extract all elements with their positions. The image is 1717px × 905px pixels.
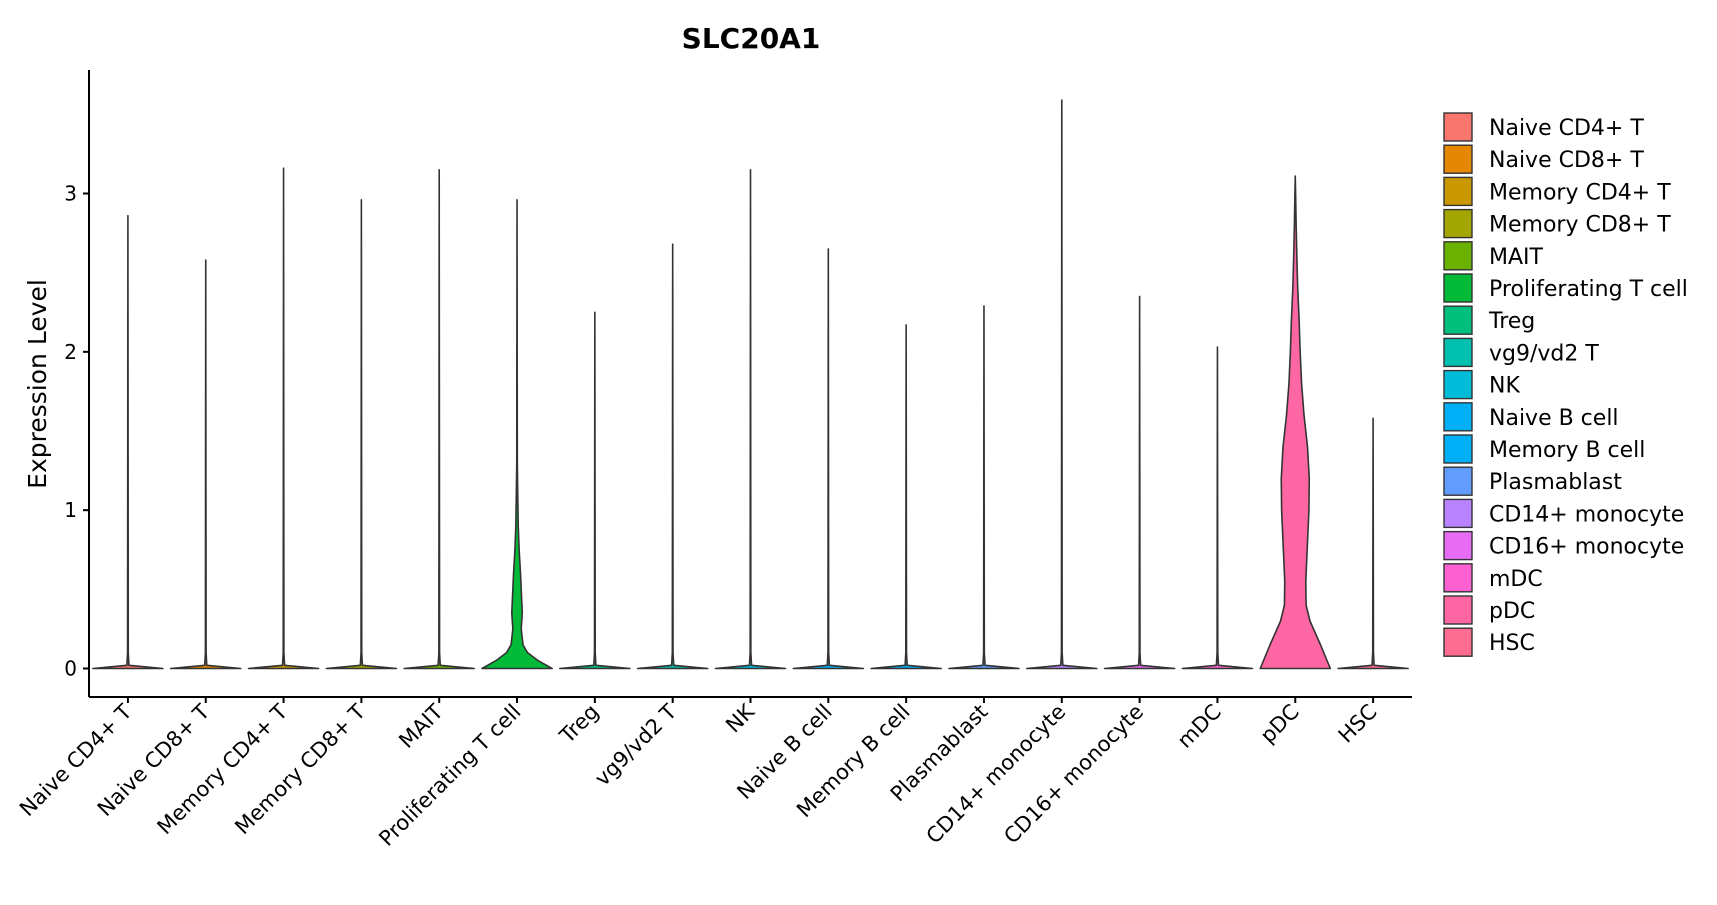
legend-key	[1443, 402, 1473, 432]
legend-label: MAIT	[1489, 245, 1544, 270]
y-tick-label: 3	[64, 182, 77, 206]
legend: Naive CD4+ T Naive CD8+ T Memory CD4+ T Mem…	[1443, 112, 1688, 657]
legend-label: HSC	[1489, 631, 1535, 656]
legend-key	[1443, 208, 1473, 239]
violin-12	[948, 305, 1020, 670]
violin-4	[325, 199, 398, 670]
violin-11	[870, 324, 942, 670]
x-tick-label: NK	[721, 699, 760, 738]
legend-key	[1443, 176, 1473, 207]
legend-label: Treg	[1488, 309, 1535, 334]
x-tick-label: CD16+ monocyte	[999, 700, 1148, 849]
legend-label: Memory CD4+ T	[1489, 180, 1671, 205]
violin-8	[636, 243, 709, 670]
violin-5	[403, 168, 476, 670]
x-tick-label: Proliferating T cell	[374, 700, 525, 851]
legend-key	[1443, 434, 1473, 464]
legend-label: Naive CD4+ T	[1489, 116, 1644, 141]
legend-label: CD16+ monocyte	[1489, 535, 1684, 560]
legend-key	[1443, 498, 1473, 529]
legend-label: Proliferating T cell	[1489, 277, 1688, 302]
legend-label: vg9/vd2 T	[1489, 341, 1599, 366]
legend-key	[1443, 305, 1473, 335]
violin-6	[481, 199, 553, 670]
legend-key	[1443, 241, 1473, 271]
legend-label: Naive CD8+ T	[1489, 148, 1644, 173]
violin-2	[169, 259, 242, 670]
legend-key	[1443, 530, 1473, 561]
x-tick-label: Memory CD8+ T	[230, 699, 370, 839]
violin-14	[1103, 295, 1176, 670]
legend-key	[1443, 369, 1473, 400]
legend-key	[1443, 466, 1473, 496]
legend-label: pDC	[1489, 599, 1535, 624]
violin-1	[92, 214, 164, 670]
violin-16	[1259, 175, 1332, 670]
violin-7	[559, 311, 631, 670]
violin-17	[1337, 417, 1409, 670]
violin-13	[1025, 99, 1098, 670]
violin-10	[792, 248, 865, 670]
legend-key	[1443, 337, 1473, 368]
legend-label: Plasmablast	[1489, 470, 1622, 495]
x-tick-label: Memory CD4+ T	[153, 699, 293, 839]
legend-key	[1443, 627, 1473, 657]
x-tick-label: pDC	[1256, 700, 1304, 748]
x-tick-label: vg9/vd2 T	[590, 699, 681, 790]
legend-key	[1443, 273, 1473, 303]
y-tick-label: 1	[64, 498, 77, 522]
legend-label: NK	[1489, 374, 1520, 399]
legend-key	[1443, 563, 1473, 593]
y-axis-label: Expression Level	[23, 279, 52, 489]
violin-9	[714, 168, 787, 670]
x-tick-label: MAIT	[394, 699, 448, 753]
legend-label: Memory CD8+ T	[1489, 213, 1671, 238]
legend-label: CD14+ monocyte	[1489, 502, 1684, 527]
violins-layer	[92, 99, 1409, 670]
legend-label: Memory B cell	[1489, 438, 1645, 463]
y-tick-label: 0	[64, 657, 77, 681]
chart-title: SLC20A1	[682, 22, 821, 55]
x-tick-label: mDC	[1173, 700, 1226, 753]
legend-key	[1443, 595, 1473, 625]
x-tick-label: Treg	[555, 700, 604, 749]
x-tick-label: HSC	[1334, 700, 1382, 748]
legend-key	[1443, 112, 1473, 142]
violin-3	[247, 167, 320, 670]
x-tick-label: CD14+ monocyte	[922, 700, 1071, 849]
violin-15	[1181, 346, 1254, 670]
y-tick-label: 2	[64, 340, 77, 364]
legend-label: Naive B cell	[1489, 406, 1619, 431]
legend-key	[1443, 144, 1473, 174]
legend-label: mDC	[1489, 567, 1543, 592]
